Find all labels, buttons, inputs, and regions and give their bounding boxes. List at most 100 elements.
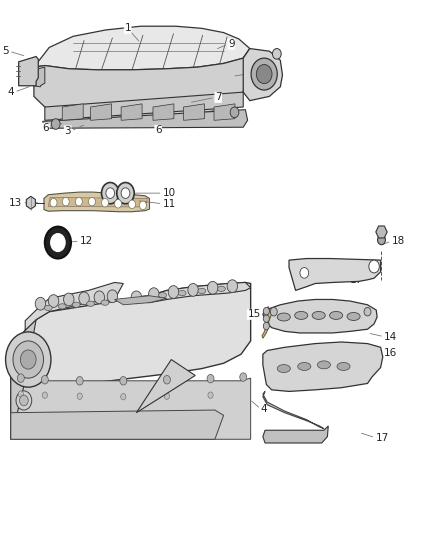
Ellipse shape bbox=[178, 290, 186, 296]
Text: 1: 1 bbox=[124, 23, 131, 34]
Circle shape bbox=[168, 286, 179, 298]
Polygon shape bbox=[263, 426, 328, 443]
Polygon shape bbox=[91, 104, 112, 120]
Text: 10: 10 bbox=[162, 188, 176, 198]
Circle shape bbox=[6, 332, 51, 387]
Text: 18: 18 bbox=[392, 236, 405, 246]
Ellipse shape bbox=[329, 311, 343, 319]
Ellipse shape bbox=[347, 312, 360, 320]
Polygon shape bbox=[42, 110, 247, 128]
Text: 9: 9 bbox=[228, 39, 235, 49]
Ellipse shape bbox=[87, 301, 95, 306]
Circle shape bbox=[106, 188, 115, 198]
Text: 6: 6 bbox=[42, 123, 49, 133]
Ellipse shape bbox=[277, 365, 290, 373]
Circle shape bbox=[13, 341, 43, 378]
Polygon shape bbox=[11, 378, 251, 439]
Circle shape bbox=[263, 308, 269, 315]
Polygon shape bbox=[243, 49, 283, 101]
Polygon shape bbox=[11, 410, 224, 439]
Polygon shape bbox=[34, 67, 45, 87]
Circle shape bbox=[369, 260, 379, 273]
Polygon shape bbox=[44, 192, 149, 212]
Ellipse shape bbox=[218, 286, 226, 292]
Circle shape bbox=[163, 375, 170, 384]
Polygon shape bbox=[26, 196, 35, 209]
Circle shape bbox=[94, 291, 105, 304]
Circle shape bbox=[77, 393, 82, 399]
Polygon shape bbox=[262, 306, 272, 338]
Circle shape bbox=[263, 315, 269, 322]
Polygon shape bbox=[153, 104, 174, 120]
Polygon shape bbox=[263, 300, 377, 333]
Polygon shape bbox=[25, 282, 124, 330]
Polygon shape bbox=[34, 26, 250, 70]
Circle shape bbox=[121, 188, 130, 198]
Circle shape bbox=[251, 58, 277, 90]
Circle shape bbox=[120, 376, 127, 385]
Circle shape bbox=[164, 393, 170, 399]
Polygon shape bbox=[34, 49, 250, 118]
Circle shape bbox=[18, 374, 25, 382]
Ellipse shape bbox=[277, 313, 290, 321]
Circle shape bbox=[230, 107, 239, 118]
Circle shape bbox=[121, 393, 126, 400]
Polygon shape bbox=[11, 282, 251, 439]
Circle shape bbox=[64, 293, 74, 306]
Circle shape bbox=[20, 395, 28, 406]
Text: 13: 13 bbox=[9, 198, 22, 208]
Polygon shape bbox=[184, 104, 205, 120]
Circle shape bbox=[51, 119, 60, 130]
Circle shape bbox=[227, 280, 237, 293]
Circle shape bbox=[270, 308, 277, 316]
Ellipse shape bbox=[312, 311, 325, 319]
Ellipse shape bbox=[58, 304, 66, 309]
Ellipse shape bbox=[295, 311, 308, 319]
Circle shape bbox=[88, 197, 95, 206]
Text: 5: 5 bbox=[3, 46, 9, 56]
Circle shape bbox=[62, 197, 69, 206]
Circle shape bbox=[378, 235, 385, 245]
Ellipse shape bbox=[140, 296, 148, 301]
Text: 16: 16 bbox=[384, 348, 397, 358]
Ellipse shape bbox=[72, 302, 80, 308]
Text: 6: 6 bbox=[155, 125, 162, 135]
Polygon shape bbox=[214, 104, 235, 120]
Circle shape bbox=[21, 350, 36, 369]
Circle shape bbox=[128, 200, 135, 208]
Polygon shape bbox=[263, 391, 324, 429]
Circle shape bbox=[76, 376, 83, 385]
Polygon shape bbox=[11, 320, 36, 439]
Text: 4: 4 bbox=[8, 87, 14, 97]
Circle shape bbox=[107, 290, 118, 303]
Ellipse shape bbox=[298, 362, 311, 370]
Circle shape bbox=[18, 391, 24, 397]
Circle shape bbox=[45, 227, 71, 259]
Text: 12: 12 bbox=[80, 236, 93, 246]
Ellipse shape bbox=[318, 361, 330, 369]
Ellipse shape bbox=[159, 293, 166, 298]
Polygon shape bbox=[289, 259, 381, 290]
Text: 8: 8 bbox=[247, 69, 254, 79]
Circle shape bbox=[75, 197, 82, 206]
Ellipse shape bbox=[44, 305, 52, 311]
Polygon shape bbox=[376, 226, 387, 238]
Circle shape bbox=[50, 233, 66, 252]
Text: 14: 14 bbox=[384, 332, 397, 342]
Ellipse shape bbox=[101, 300, 109, 305]
Circle shape bbox=[139, 201, 146, 209]
Circle shape bbox=[48, 295, 59, 308]
Polygon shape bbox=[19, 56, 38, 86]
Text: 7: 7 bbox=[215, 92, 222, 102]
Polygon shape bbox=[115, 296, 167, 305]
Circle shape bbox=[208, 392, 213, 398]
Polygon shape bbox=[62, 104, 83, 120]
Ellipse shape bbox=[198, 288, 206, 294]
Circle shape bbox=[207, 374, 214, 383]
Circle shape bbox=[300, 268, 309, 278]
Circle shape bbox=[117, 182, 134, 204]
Text: 17: 17 bbox=[375, 433, 389, 443]
Circle shape bbox=[148, 288, 159, 301]
Polygon shape bbox=[124, 282, 251, 303]
Circle shape bbox=[131, 291, 141, 304]
